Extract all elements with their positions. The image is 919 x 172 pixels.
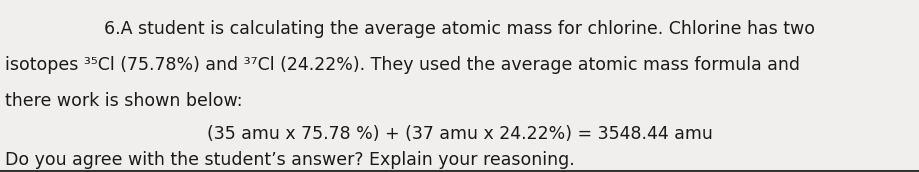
Text: isotopes ³⁵Cl (75.78%) and ³⁷Cl (24.22%). They used the average atomic mass form: isotopes ³⁵Cl (75.78%) and ³⁷Cl (24.22%)…: [5, 56, 799, 74]
Text: Do you agree with the student’s answer? Explain your reasoning.: Do you agree with the student’s answer? …: [5, 151, 573, 169]
Text: there work is shown below:: there work is shown below:: [5, 93, 242, 110]
Text: (35 amu x 75.78 %) + (37 amu x 24.22%) = 3548.44 amu: (35 amu x 75.78 %) + (37 amu x 24.22%) =…: [207, 125, 712, 143]
Text: 6.A student is calculating the average atomic mass for chlorine. Chlorine has tw: 6.A student is calculating the average a…: [105, 20, 814, 38]
